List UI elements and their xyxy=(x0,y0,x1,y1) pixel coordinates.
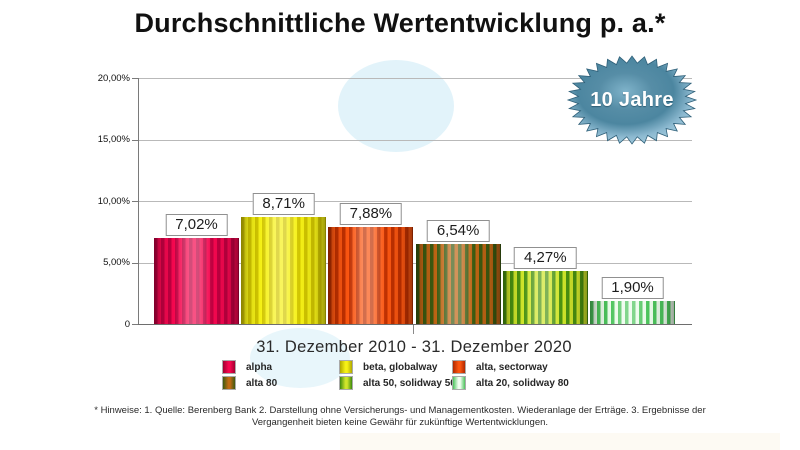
y-axis-tick xyxy=(132,78,138,79)
legend-swatch-icon xyxy=(222,360,236,374)
legend-label: alpha xyxy=(246,361,273,373)
y-tick-label: 15,00% xyxy=(97,134,130,145)
bar-alta-80 xyxy=(415,243,501,325)
bar-beta-globalway xyxy=(241,216,327,325)
bar-alta-50-solidway-50 xyxy=(502,271,588,324)
legend-item: alta 20, solidway 80 xyxy=(452,376,602,390)
y-axis-line xyxy=(138,78,139,324)
legend-swatch-icon xyxy=(339,376,353,390)
legend-label: beta, globalway xyxy=(363,361,438,373)
y-tick-label: 20,00% xyxy=(97,72,130,84)
bar-alta-20-solidway-80 xyxy=(590,300,675,325)
legend: alpha beta, globalway alta, sectorway alta … xyxy=(222,359,602,391)
legend-item: alta 50, solidway 50 xyxy=(339,376,456,390)
y-axis-tick xyxy=(132,139,138,141)
legend-label: alta 50, solidway 50 xyxy=(363,377,456,389)
gridline xyxy=(138,139,692,141)
y-axis-tick xyxy=(132,262,138,264)
y-axis-tick xyxy=(132,324,138,325)
legend-swatch-icon xyxy=(452,360,466,374)
gridline xyxy=(138,201,692,202)
legend-item: alpha xyxy=(222,360,339,374)
gridline xyxy=(138,262,692,264)
legend-item: beta, globalway xyxy=(339,360,452,374)
legend-label: alta 80 xyxy=(246,377,278,389)
value-label: 4,27% xyxy=(514,247,577,270)
legend-label: alta, sectorway xyxy=(476,361,548,373)
ten-jahre-badge xyxy=(560,50,704,152)
legend-label: alta 20, solidway 80 xyxy=(476,377,569,389)
legend-swatch-icon xyxy=(452,376,466,390)
legend-swatch-icon xyxy=(339,360,353,374)
legend-swatch-icon xyxy=(222,376,236,390)
period-label: 31. Dezember 2010 - 31. Dezember 2020 xyxy=(256,338,572,356)
y-tick-label: 0 xyxy=(124,318,130,330)
gridline xyxy=(138,78,692,79)
footnote-line-2: Vergangenheit bieten keine Gewähr für zu… xyxy=(251,417,549,428)
starburst-icon xyxy=(566,55,698,145)
bar-alpha xyxy=(154,237,239,325)
value-label: 1,90% xyxy=(601,276,664,299)
value-label: 6,54% xyxy=(426,219,490,242)
bar-alta-sectorway xyxy=(328,227,414,324)
value-label: 7,88% xyxy=(339,203,403,226)
value-label: 8,71% xyxy=(252,192,315,215)
legend-item: alta, sectorway xyxy=(452,360,602,374)
watermark-shape-top xyxy=(338,60,454,152)
page-title: Durchschnittliche Wertentwicklung p. a.* xyxy=(134,8,666,38)
x-axis-center-tick xyxy=(413,325,414,334)
badge-label: 10 Jahre xyxy=(590,88,674,111)
y-tick-label: 5,00% xyxy=(103,257,130,268)
value-label: 7,02% xyxy=(165,213,228,236)
watermark-shape-bottom xyxy=(250,328,350,388)
legend-item: alta 80 xyxy=(222,376,339,390)
footnote-line-1: * Hinweise: 1. Quelle: Berenberg Bank 2.… xyxy=(94,405,706,416)
background-tint xyxy=(340,433,780,450)
y-axis-tick xyxy=(132,201,138,202)
x-axis-line xyxy=(138,324,692,325)
y-tick-label: 10,00% xyxy=(97,195,130,207)
